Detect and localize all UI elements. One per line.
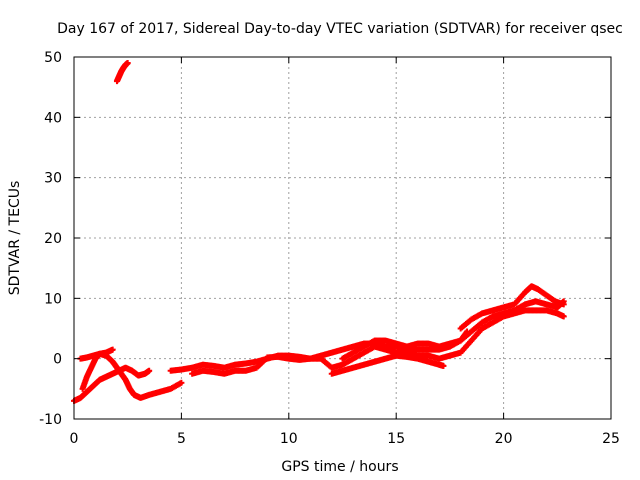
y-tick-label: 30: [44, 171, 62, 187]
data-points: [71, 60, 567, 404]
x-tick-label: 15: [387, 431, 405, 447]
x-tick-label: 10: [280, 431, 298, 447]
x-tick-label: 0: [70, 431, 79, 447]
x-tick-label: 20: [495, 431, 513, 447]
x-tick-label: 25: [602, 431, 620, 447]
y-axis-label: SDTVAR / TECUs: [7, 181, 23, 296]
y-tick-label: 0: [53, 352, 62, 368]
chart-title: Day 167 of 2017, Sidereal Day-to-day VTE…: [57, 21, 623, 37]
x-tick-label: 5: [177, 431, 186, 447]
y-tick-label: -10: [39, 412, 62, 428]
tick-labels: 0 5 10 15 20 25 -10 0 10 20 30 40 50: [39, 50, 620, 447]
y-tick-label: 20: [44, 231, 62, 247]
y-tick-label: 50: [44, 50, 62, 66]
axes: [73, 56, 612, 420]
y-tick-label: 40: [44, 110, 62, 126]
x-axis-label: GPS time / hours: [281, 459, 398, 475]
y-tick-label: 10: [44, 291, 62, 307]
